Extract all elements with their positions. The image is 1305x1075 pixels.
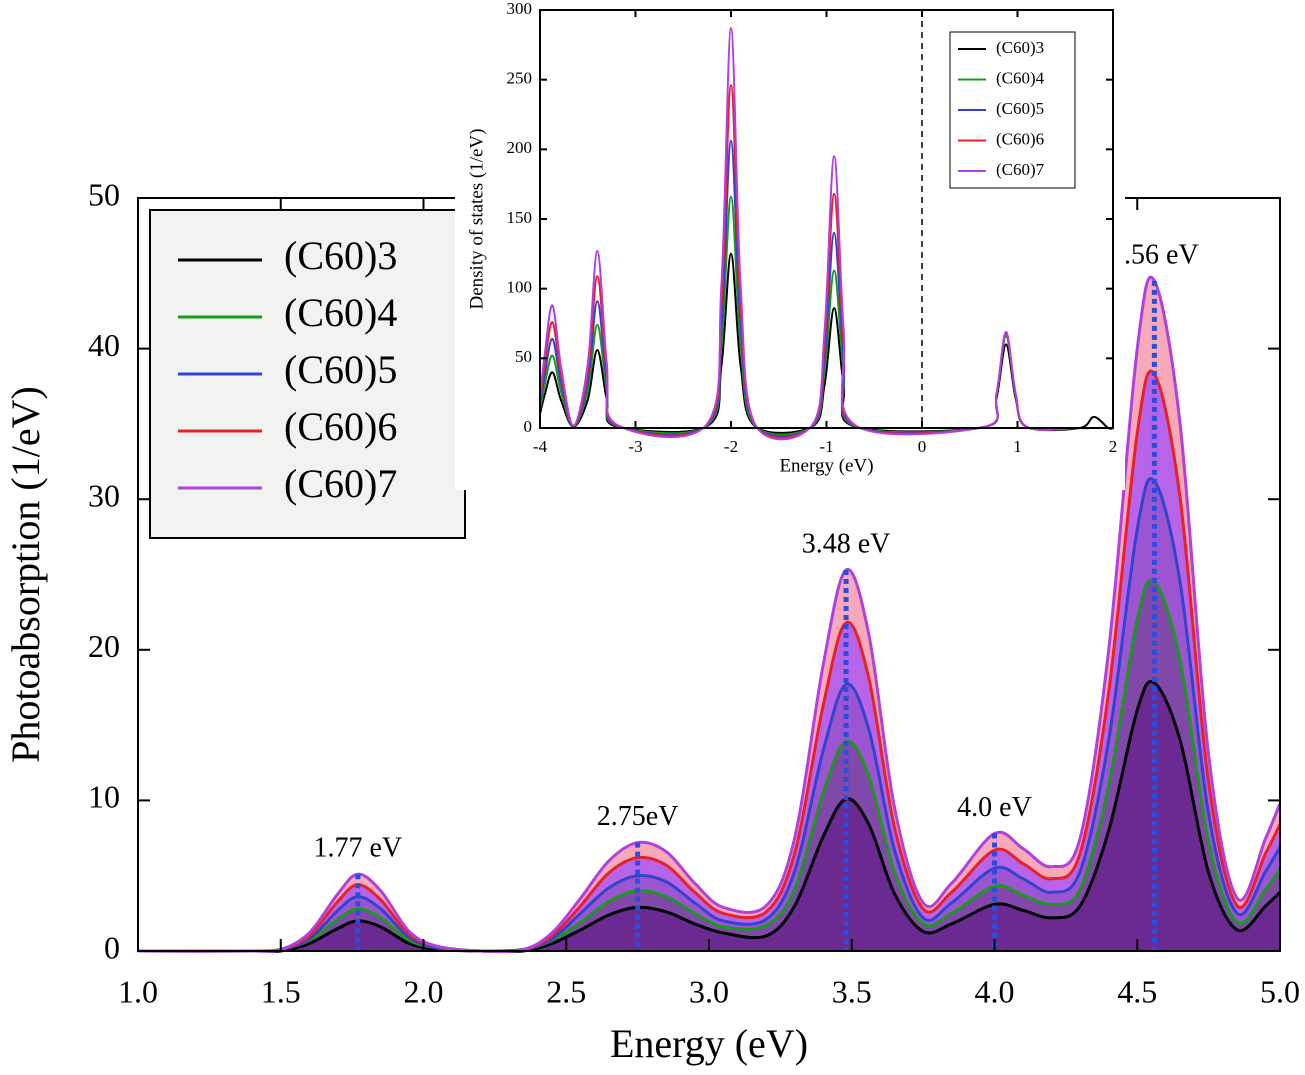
area: [138, 681, 1280, 952]
peak-label: 1.77 eV: [314, 833, 403, 864]
x-tick-label: 3.5: [832, 973, 872, 1009]
x-tick-label: -2: [724, 437, 738, 456]
x-tick-label: 5.0: [1260, 973, 1300, 1009]
y-tick-label: 30: [88, 478, 120, 514]
y-axis-label: Photoabsorption (1/eV): [3, 386, 48, 763]
x-tick-label: 2.5: [546, 973, 586, 1009]
peak-label: 3.48 eV: [802, 528, 891, 559]
x-axis-label: Energy (eV): [779, 455, 873, 476]
y-tick-label: 40: [88, 327, 120, 363]
series-line: [137, 578, 1282, 953]
y-tick-label: 0: [104, 929, 120, 965]
legend-label: (C60)5: [284, 347, 397, 392]
legend-label: (C60)7: [996, 160, 1045, 179]
legend-label: (C60)6: [284, 404, 397, 449]
x-axis-label: Energy (eV): [610, 1021, 808, 1066]
x-tick-label: 0: [918, 437, 927, 456]
y-tick-label: 10: [88, 779, 120, 815]
peak-label: 2.75eV: [597, 801, 679, 832]
legend-label: (C60)7: [284, 461, 397, 506]
y-tick-label: 200: [507, 138, 533, 157]
y-tick-label: 0: [524, 417, 533, 436]
series-line: [137, 477, 1282, 953]
x-tick-label: 3.0: [689, 973, 729, 1009]
x-tick-label: 4.5: [1117, 973, 1157, 1009]
series-line: [137, 680, 1282, 954]
y-axis-label: Density of states (1/eV): [466, 129, 487, 310]
y-tick-label: 50: [515, 347, 532, 366]
legend-label: (C60)5: [996, 99, 1044, 118]
x-tick-label: -1: [819, 437, 833, 456]
x-tick-label: 1: [1013, 437, 1022, 456]
x-tick-label: 1.0: [118, 973, 158, 1009]
y-tick-label: 50: [88, 176, 120, 212]
x-tick-label: 2.0: [404, 973, 444, 1009]
x-tick-label: 4.0: [975, 973, 1015, 1009]
x-tick-label: -4: [533, 437, 548, 456]
series-line: [539, 27, 1113, 441]
legend-box: [949, 31, 1076, 189]
y-tick-label: 150: [507, 208, 533, 227]
peak-label: 4.0 eV: [957, 792, 1032, 823]
y-tick-label: 20: [88, 628, 120, 664]
legend-label: (C60)3: [284, 233, 397, 278]
x-tick-label: -3: [628, 437, 642, 456]
legend-label: (C60)4: [284, 290, 397, 335]
legend-label: (C60)4: [996, 68, 1045, 87]
y-tick-label: 250: [507, 69, 533, 88]
plot: -4 -3 -2 -1 0 1 2 0 50 100 150 200 250 300 Energy (eV)…: [455, 0, 1125, 490]
legend-label: (C60)3: [996, 38, 1044, 57]
legend-label: (C60)6: [996, 129, 1044, 148]
x-tick-label: 1.5: [261, 973, 301, 1009]
y-tick-label: 100: [507, 278, 533, 297]
x-tick-label: 2: [1109, 437, 1118, 456]
y-tick-label: 300: [507, 0, 533, 18]
